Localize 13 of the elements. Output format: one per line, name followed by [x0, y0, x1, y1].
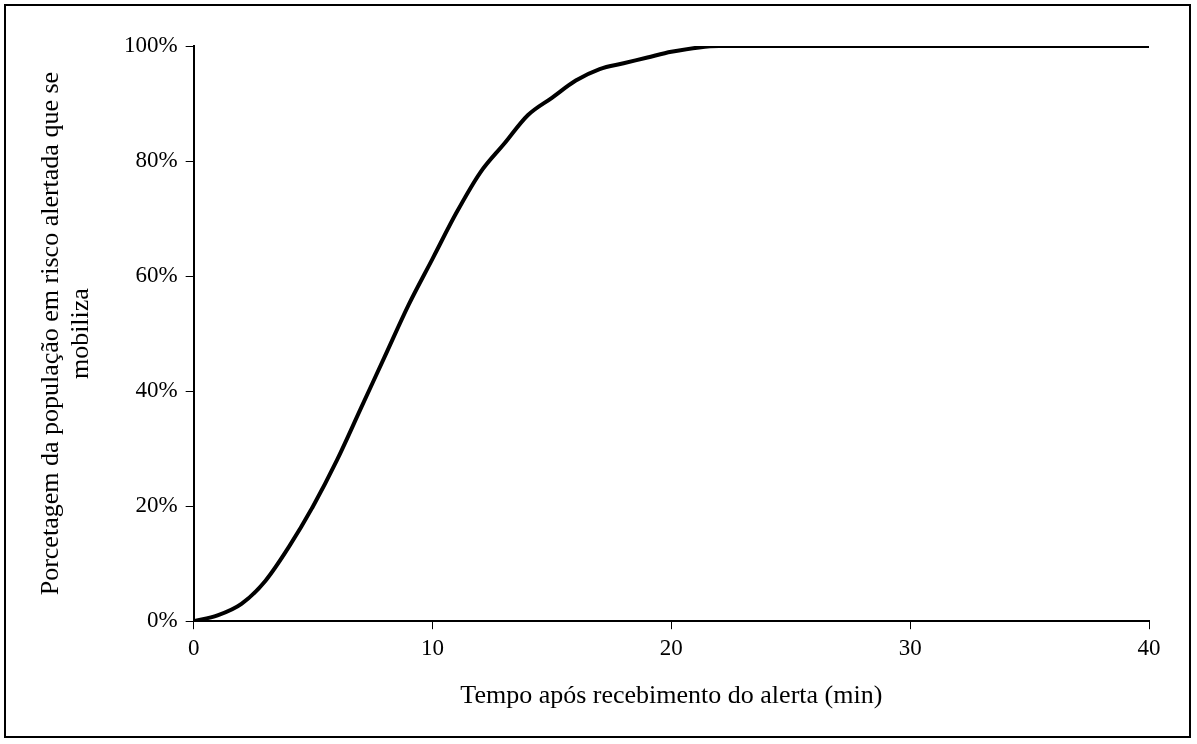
y-tick-label: 40%	[135, 377, 178, 403]
y-axis-title: Porcetagem da população em risco alertada que se mobiliza	[34, 71, 94, 596]
y-tick-label: 100%	[123, 32, 178, 58]
x-tick-label: 30	[898, 635, 922, 661]
y-tick-label: 60%	[135, 262, 178, 288]
x-axis-title: Tempo após recebimento do alerta (min)	[460, 680, 883, 710]
y-tick-label: 80%	[135, 147, 178, 173]
x-tick-label: 40	[1137, 635, 1161, 661]
y-tick-label: 0%	[146, 607, 178, 633]
y-tick-label: 20%	[135, 492, 178, 518]
x-tick-label: 20	[659, 635, 683, 661]
x-tick-label: 0	[187, 635, 200, 661]
x-tick-label: 10	[420, 635, 444, 661]
